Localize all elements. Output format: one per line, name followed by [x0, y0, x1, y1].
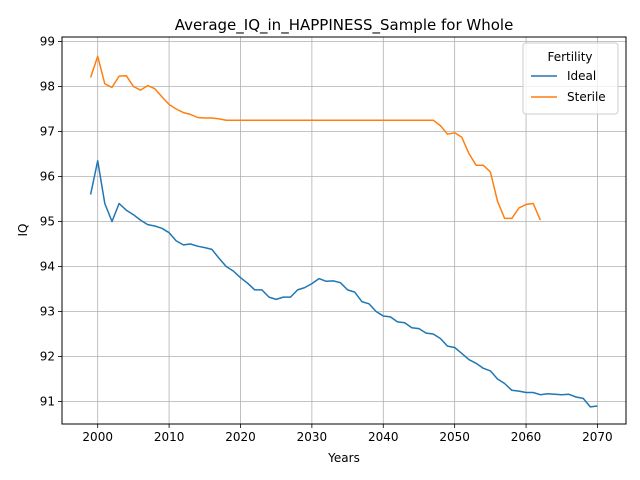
legend: Fertility Ideal Sterile: [522, 42, 619, 115]
plot-area-frame: [61, 36, 627, 425]
chart-title: Average_IQ_in_HAPPINESS_Sample for Whole: [175, 16, 514, 35]
x-tick-label: 2010: [154, 430, 185, 444]
x-tick-label: 2040: [368, 430, 399, 444]
x-tick-label: 2000: [82, 430, 113, 444]
series-line-sterile: [89, 55, 541, 221]
x-tick-label: 2020: [225, 430, 256, 444]
y-tick-label: 96: [40, 170, 55, 184]
x-tick-label: 2070: [582, 430, 613, 444]
x-tick-label: 2030: [297, 430, 328, 444]
legend-title: Fertility: [547, 50, 592, 64]
y-tick-label: 91: [40, 395, 55, 409]
x-axis-label: Years: [327, 451, 360, 465]
legend-label-sterile: Sterile: [567, 90, 606, 104]
x-tick-label: 2060: [511, 430, 542, 444]
y-axis-label: IQ: [16, 224, 30, 237]
series-line-ideal: [89, 160, 598, 408]
y-axis-ticks: 91 92 93 94 95 96 97 98 99: [40, 35, 62, 409]
legend-items: Ideal Sterile: [531, 69, 606, 104]
y-tick-label: 93: [40, 305, 55, 319]
series-lines: [89, 55, 598, 408]
x-axis-ticks: 2000 2010 2020 2030 2040 2050 2060 2070: [82, 424, 613, 444]
y-tick-label: 98: [40, 80, 55, 94]
x-tick-label: 2050: [439, 430, 470, 444]
legend-label-ideal: Ideal: [567, 69, 596, 83]
y-tick-label: 94: [40, 260, 55, 274]
y-tick-label: 92: [40, 350, 55, 364]
y-tick-label: 95: [40, 215, 55, 229]
y-tick-label: 99: [40, 35, 55, 49]
y-tick-label: 97: [40, 125, 55, 139]
